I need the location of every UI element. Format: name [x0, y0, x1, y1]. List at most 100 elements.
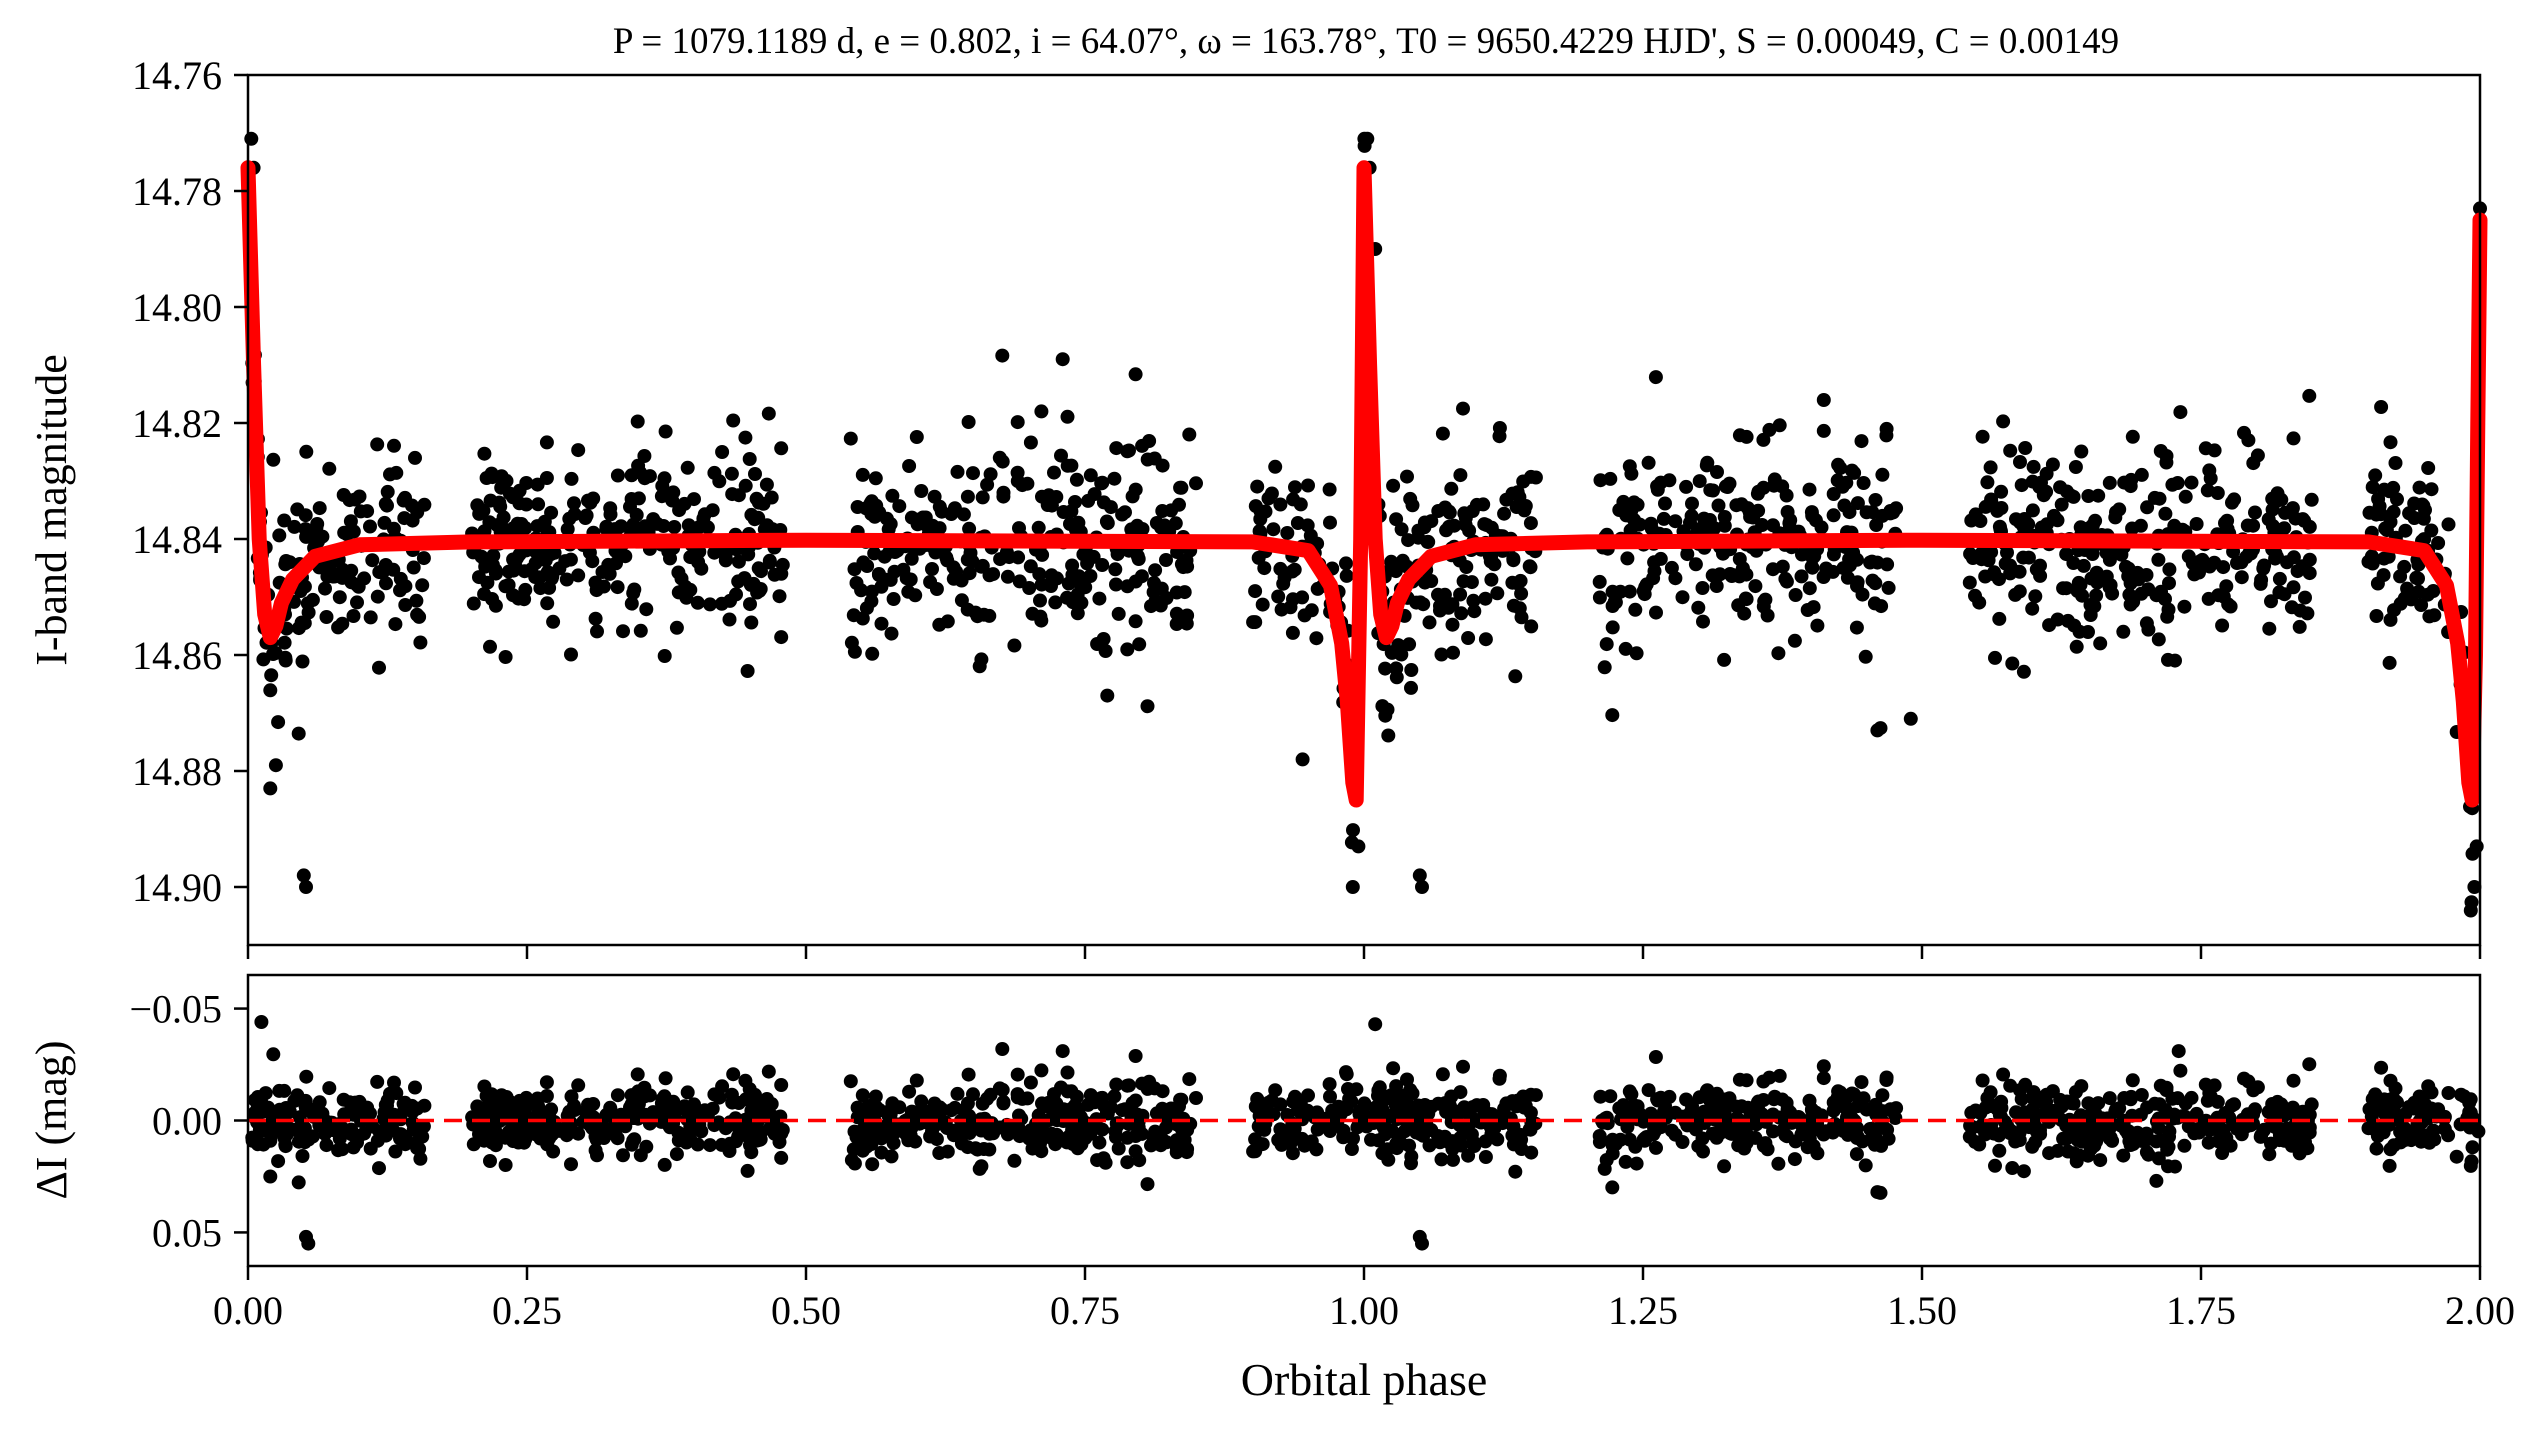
data-point [2390, 492, 2404, 507]
data-point [885, 488, 900, 503]
residual-point [531, 1099, 546, 1114]
data-point [1688, 557, 1703, 572]
residual-point [2025, 1090, 2040, 1105]
data-point [995, 454, 1010, 469]
residual-point [488, 1138, 503, 1153]
residual-point [844, 1153, 859, 1168]
data-point [874, 616, 889, 631]
data-point [538, 553, 553, 568]
data-point [581, 493, 595, 508]
residual-point [1128, 1144, 1143, 1159]
residual-point [539, 1089, 554, 1103]
data-point [335, 570, 350, 585]
residual-point [1717, 1159, 1732, 1174]
chart-title: P = 1079.1189 d, e = 0.802, i = 64.07°, … [613, 21, 2119, 62]
data-point [1445, 597, 1460, 612]
data-point [2270, 549, 2284, 564]
residual-point [923, 1129, 938, 1144]
data-point [1870, 723, 1885, 738]
data-point [1453, 468, 1468, 483]
residual-point [1988, 1158, 2002, 1173]
data-point [1442, 505, 1457, 520]
data-point [1431, 587, 1445, 602]
residual-point [2415, 1095, 2430, 1110]
data-point [1433, 603, 1447, 618]
data-point [488, 598, 503, 613]
residual-point [2177, 1138, 2192, 1153]
data-point [865, 646, 880, 661]
residual-point [1978, 1127, 1993, 1142]
residual-point [1825, 1125, 1840, 1140]
residual-point [1128, 1049, 1143, 1063]
data-point [1132, 637, 1147, 652]
y-tick-label: 14.80 [132, 285, 222, 330]
data-point [2223, 599, 2238, 614]
data-point [1802, 482, 1817, 497]
data-point [902, 459, 917, 473]
data-point [1994, 484, 2009, 499]
x-tick-label: 0.25 [492, 1288, 562, 1333]
data-point [296, 868, 311, 883]
residual-point [1140, 1177, 1155, 1192]
data-point [1111, 606, 1126, 621]
data-point [1055, 352, 1070, 367]
residual-point [1622, 1084, 1637, 1099]
data-point [297, 616, 312, 631]
data-point [2467, 880, 2482, 894]
data-point [287, 519, 302, 534]
residual-point [750, 1133, 765, 1148]
data-point [1805, 560, 1820, 575]
data-point [2050, 513, 2065, 528]
data-point [1255, 597, 1270, 612]
data-point [501, 578, 516, 592]
residual-point [865, 1157, 880, 1172]
residual-point [1870, 1185, 1885, 1200]
data-point [765, 522, 780, 537]
data-point [996, 489, 1011, 504]
data-point [331, 620, 346, 635]
data-point [1875, 467, 1890, 482]
data-point [1826, 487, 1841, 501]
residual-point [398, 1137, 413, 1152]
data-point [1646, 571, 1661, 586]
data-point [306, 523, 321, 538]
x-tick-label: 2.00 [2445, 1288, 2515, 1333]
data-point [2393, 596, 2408, 611]
data-point [1381, 728, 1396, 743]
data-point [379, 576, 393, 591]
data-point [740, 664, 755, 678]
data-point [1010, 415, 1025, 430]
data-point [2069, 639, 2084, 654]
data-point [2081, 489, 2096, 503]
data-point [2008, 587, 2023, 602]
data-point [892, 499, 907, 514]
data-point [2091, 488, 2106, 503]
data-point [590, 624, 604, 639]
data-point [1816, 393, 1831, 407]
data-point [1023, 435, 1038, 450]
data-point [722, 612, 737, 627]
residual-point [759, 1092, 774, 1106]
data-point [2386, 504, 2401, 519]
data-point [1031, 520, 1046, 535]
residual-point [564, 1157, 578, 1172]
data-point [1076, 547, 1091, 562]
data-point [868, 471, 883, 486]
data-point [2207, 555, 2222, 570]
data-point [560, 522, 575, 537]
residual-point [2093, 1153, 2108, 1168]
residual-point [1688, 1111, 1703, 1125]
residual-point [1415, 1236, 1429, 1251]
residual-point [1248, 1144, 1263, 1159]
data-point [483, 493, 498, 508]
data-point [1248, 584, 1263, 599]
data-point [1830, 473, 1845, 488]
data-point [542, 580, 557, 595]
data-point [1120, 579, 1135, 594]
data-point [2374, 400, 2389, 414]
data-point [908, 588, 923, 603]
residual-point [703, 1138, 717, 1153]
data-point [2050, 612, 2065, 627]
data-point [1095, 475, 1110, 490]
data-point [1250, 479, 1265, 494]
